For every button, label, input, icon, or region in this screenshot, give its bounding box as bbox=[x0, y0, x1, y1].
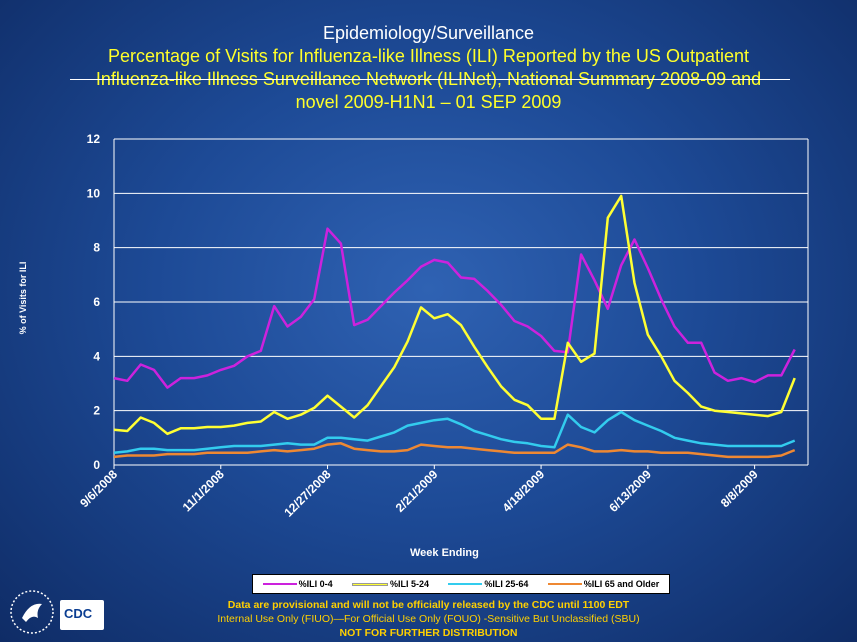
legend-label: %ILI 0-4 bbox=[298, 579, 333, 589]
y-tick-label: 6 bbox=[93, 295, 100, 309]
chart-title-line-4: novel 2009-H1N1 – 01 SEP 2009 bbox=[295, 92, 562, 112]
legend-item-65-older: %ILI 65 and Older bbox=[547, 579, 660, 589]
legend-swatch bbox=[262, 583, 297, 585]
x-tick-label: 4/18/2009 bbox=[500, 467, 548, 515]
legend-item-25-64: %ILI 25-64 bbox=[448, 579, 528, 589]
legend-swatch bbox=[352, 582, 389, 586]
y-tick-label: 8 bbox=[93, 241, 100, 255]
x-tick-label: 2/21/2009 bbox=[393, 467, 441, 515]
legend-swatch bbox=[448, 583, 483, 585]
y-tick-label: 10 bbox=[87, 186, 101, 200]
footer: Data are provisional and will not be off… bbox=[0, 598, 857, 640]
chart-title-line-2: Percentage of Visits for Influenza-like … bbox=[108, 46, 749, 66]
cdc-logo: CDC bbox=[60, 600, 104, 630]
y-tick-label: 0 bbox=[93, 458, 100, 472]
y-axis-label: % of Visits for ILI bbox=[18, 261, 28, 335]
chart-title-line-1: Epidemiology/Surveillance bbox=[322, 23, 535, 43]
strike-line bbox=[70, 79, 790, 80]
x-tick-label: 9/6/2008 bbox=[77, 467, 120, 510]
legend: %ILI 0-4 %ILI 5-24 %ILI 25-64 %ILI 65 an… bbox=[252, 574, 670, 594]
legend-swatch bbox=[547, 583, 582, 585]
legend-label: %ILI 5-24 bbox=[390, 579, 430, 589]
x-tick-label: 11/1/2008 bbox=[180, 467, 227, 514]
x-tick-label: 8/8/2009 bbox=[718, 467, 761, 510]
x-axis-label: Week Ending bbox=[410, 547, 479, 559]
footer-provisional-note: Data are provisional and will not be off… bbox=[227, 599, 630, 611]
cdc-logo-text: CDC bbox=[64, 606, 93, 621]
x-tick-label: 6/13/2009 bbox=[606, 467, 654, 515]
legend-item-0-4: %ILI 0-4 bbox=[262, 579, 333, 589]
legend-label: %ILI 25-64 bbox=[484, 579, 529, 589]
footer-classification: Internal Use Only (FIUO)—For Official Us… bbox=[217, 613, 640, 625]
chart-title-block: Epidemiology/Surveillance Percentage of … bbox=[0, 22, 857, 114]
legend-item-5-24: %ILI 5-24 bbox=[352, 579, 429, 589]
series-line-3 bbox=[113, 442, 796, 459]
x-tick-label: 12/27/2008 bbox=[281, 467, 334, 520]
series-line-1 bbox=[113, 194, 796, 436]
y-tick-label: 4 bbox=[93, 349, 100, 363]
series-line-0 bbox=[113, 227, 796, 389]
legend-label: %ILI 65 and Older bbox=[583, 579, 660, 589]
series-line-2 bbox=[113, 410, 796, 455]
footer-distribution: NOT FOR FURTHER DISTRIBUTION bbox=[339, 627, 518, 639]
y-tick-label: 12 bbox=[87, 132, 101, 146]
hhs-eagle-logo bbox=[10, 590, 54, 634]
y-tick-label: 2 bbox=[93, 404, 100, 418]
